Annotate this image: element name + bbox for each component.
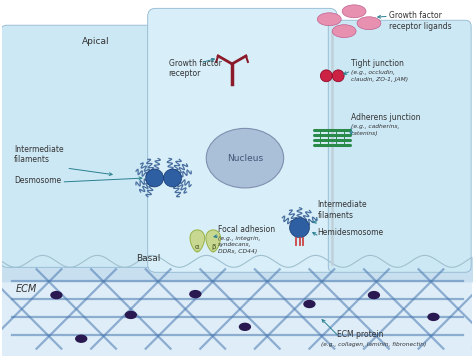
Text: Focal adhesion: Focal adhesion: [218, 225, 275, 233]
Text: Adherens junction: Adherens junction: [351, 114, 420, 122]
Ellipse shape: [357, 17, 381, 30]
Circle shape: [290, 218, 310, 237]
Text: ECM protein: ECM protein: [337, 330, 384, 339]
Text: Desmosome: Desmosome: [14, 176, 61, 185]
Circle shape: [146, 169, 164, 187]
Ellipse shape: [51, 292, 62, 298]
Text: DDRs, CD44): DDRs, CD44): [218, 250, 257, 255]
Circle shape: [332, 70, 344, 82]
Ellipse shape: [368, 292, 379, 298]
Text: (e.g., collagen, laminin, fibronectin): (e.g., collagen, laminin, fibronectin): [321, 342, 427, 347]
Ellipse shape: [318, 13, 341, 26]
Polygon shape: [206, 230, 220, 252]
Text: catenins): catenins): [351, 131, 379, 136]
Text: Tight junction: Tight junction: [351, 59, 404, 68]
Circle shape: [320, 70, 332, 82]
Text: Intermediate
filaments: Intermediate filaments: [14, 145, 64, 164]
Text: Growth factor
receptor ligands: Growth factor receptor ligands: [389, 11, 451, 31]
Text: Intermediate
filaments: Intermediate filaments: [318, 200, 367, 220]
Ellipse shape: [239, 323, 250, 330]
Circle shape: [164, 169, 182, 187]
Ellipse shape: [342, 5, 366, 18]
Ellipse shape: [428, 313, 439, 320]
Ellipse shape: [126, 311, 137, 318]
Ellipse shape: [76, 335, 87, 342]
Text: (e.g., cadherins,: (e.g., cadherins,: [351, 124, 400, 129]
FancyBboxPatch shape: [148, 8, 337, 272]
Polygon shape: [190, 230, 205, 252]
Ellipse shape: [332, 25, 356, 37]
Text: Hemidesmosome: Hemidesmosome: [318, 227, 383, 237]
Ellipse shape: [304, 301, 315, 307]
Text: Apical: Apical: [82, 37, 110, 46]
FancyBboxPatch shape: [328, 20, 471, 272]
Text: Basal: Basal: [137, 255, 161, 263]
Text: Growth factor
receptor: Growth factor receptor: [169, 59, 221, 78]
Text: (e.g., occludin,: (e.g., occludin,: [351, 70, 395, 75]
Text: α: α: [195, 245, 200, 251]
Text: claudin, ZO-1, JAM): claudin, ZO-1, JAM): [351, 77, 408, 82]
Ellipse shape: [190, 291, 201, 298]
Text: syndecans,: syndecans,: [218, 242, 252, 247]
Bar: [2, 261, 472, 356]
Text: Nucleus: Nucleus: [227, 154, 263, 163]
FancyBboxPatch shape: [1, 25, 166, 267]
Text: ECM: ECM: [16, 284, 37, 294]
Ellipse shape: [206, 129, 283, 188]
Text: β: β: [211, 245, 215, 251]
Text: (e.g., integrin,: (e.g., integrin,: [218, 236, 261, 241]
